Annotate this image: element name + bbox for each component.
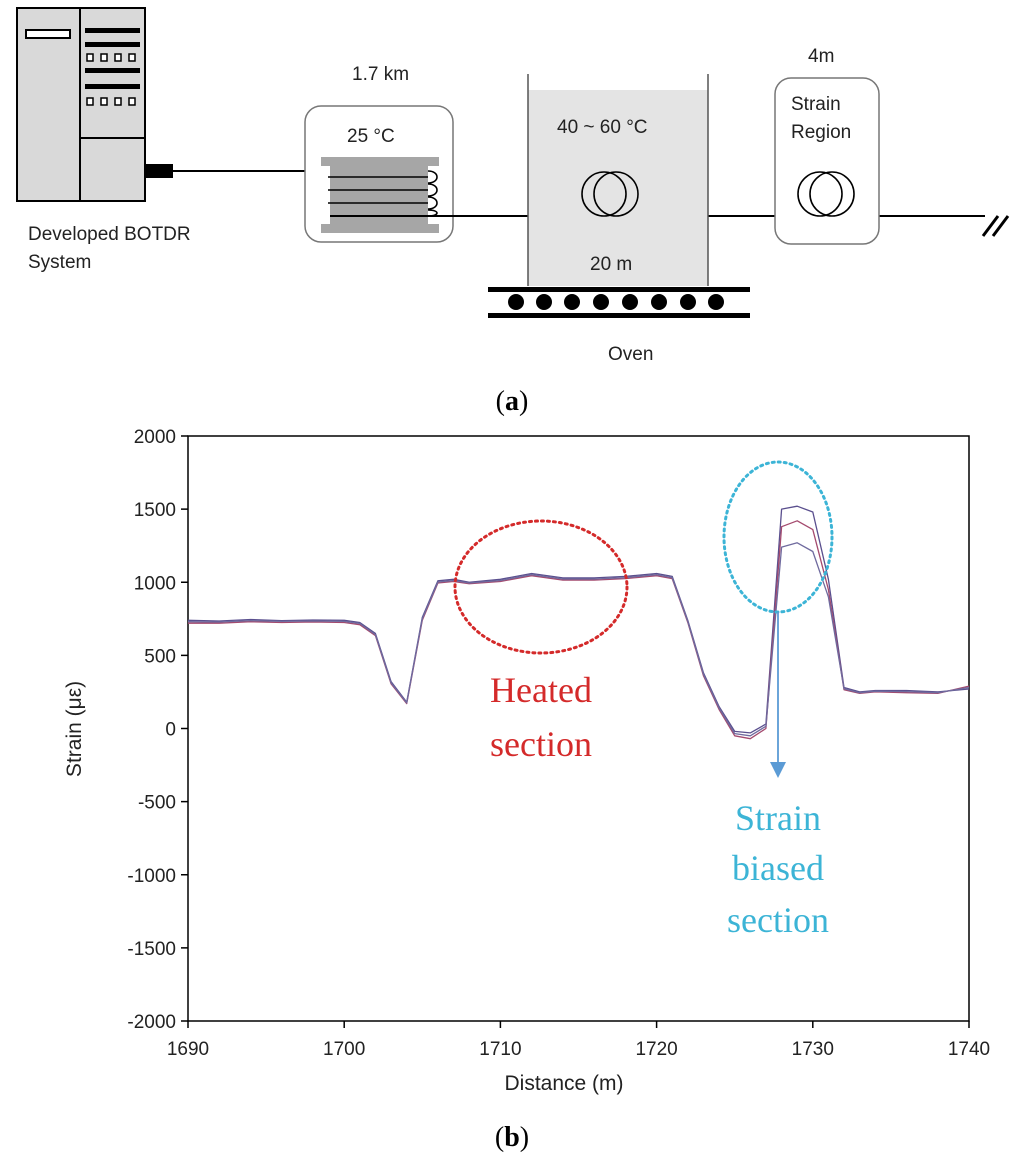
strain-length-label: 4m bbox=[808, 46, 834, 67]
oven-heater-icon bbox=[488, 287, 750, 318]
y-tick-label: 2000 bbox=[134, 427, 176, 448]
x-tick-label: 1740 bbox=[948, 1039, 990, 1060]
oven-temp-label: 40 ~ 60 °C bbox=[557, 117, 648, 138]
oven-chamber bbox=[527, 74, 709, 286]
y-tick-label: -1000 bbox=[127, 866, 176, 887]
strain-chart: -2000 -1500 -1000 -500 0 500 1000 1500 2000 1690… bbox=[63, 427, 990, 1153]
strain-annotation-line1: Strain bbox=[735, 798, 821, 838]
y-tick-label: -2000 bbox=[127, 1012, 176, 1033]
y-tick-label: 0 bbox=[165, 720, 176, 741]
oven-fiber-coil-icon bbox=[581, 171, 639, 217]
fiber-spool-icon bbox=[321, 157, 439, 233]
x-tick-label: 1730 bbox=[792, 1039, 834, 1060]
x-axis-label: Distance (m) bbox=[504, 1072, 623, 1095]
strain-annotation-line2: biased bbox=[732, 848, 824, 888]
x-tick-label: 1710 bbox=[479, 1039, 521, 1060]
heated-annotation-line1: Heated bbox=[490, 670, 592, 710]
heated-section-ellipse bbox=[453, 519, 629, 655]
y-tick-label: 500 bbox=[144, 646, 176, 667]
panel-label-a: (a) bbox=[496, 386, 529, 417]
oven-label: Oven bbox=[608, 344, 653, 365]
y-tick-label: -1500 bbox=[127, 939, 176, 960]
spool-temp-label: 25 °C bbox=[347, 126, 395, 147]
system-label-line1: Developed BOTDR bbox=[28, 224, 191, 245]
system-label-line2: System bbox=[28, 252, 91, 273]
y-tick-label: -500 bbox=[138, 793, 176, 814]
strain-fiber-coil-icon bbox=[797, 171, 855, 217]
y-tick-label: 1000 bbox=[134, 573, 176, 594]
x-tick-label: 1720 bbox=[635, 1039, 677, 1060]
y-tick-label: 1500 bbox=[134, 500, 176, 521]
heated-annotation-line2: section bbox=[490, 724, 592, 764]
botdr-instrument-icon bbox=[16, 7, 173, 202]
spool-length-label: 1.7 km bbox=[352, 64, 409, 85]
strain-annotation-line3: section bbox=[727, 900, 829, 940]
fiber-end-break-icon bbox=[981, 215, 1010, 237]
panel-label-b: (b) bbox=[495, 1122, 529, 1153]
strain-label-line2: Region bbox=[791, 122, 851, 143]
oven-length-label: 20 m bbox=[590, 254, 632, 275]
x-tick-label: 1700 bbox=[323, 1039, 365, 1060]
x-tick-label: 1690 bbox=[167, 1039, 209, 1060]
setup-diagram: Developed BOTDR System 1.7 km 25 °C bbox=[16, 7, 1010, 417]
y-axis-label: Strain (με) bbox=[63, 681, 86, 777]
strain-label-line1: Strain bbox=[791, 94, 841, 115]
x-axis: 1690 1700 1710 1720 1730 1740 bbox=[167, 1021, 990, 1060]
y-axis: -2000 -1500 -1000 -500 0 500 1000 1500 2000 bbox=[127, 427, 188, 1033]
strain-arrow-icon bbox=[770, 612, 786, 778]
